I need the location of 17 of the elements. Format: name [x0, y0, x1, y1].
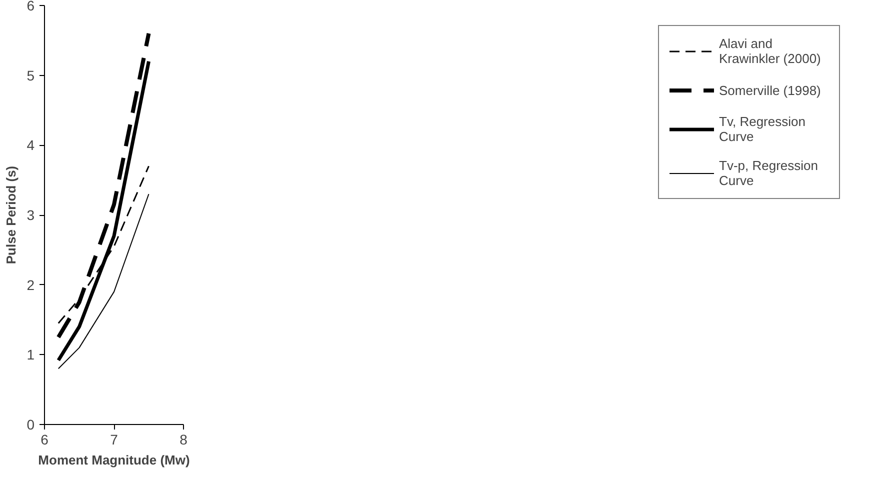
x-tick-label: 6 — [40, 432, 49, 448]
y-tick-label: 2 — [26, 276, 35, 293]
y-tick-label: 1 — [26, 346, 35, 363]
x-tick-label: 7 — [110, 432, 118, 448]
legend-label: Tv, Regression Curve — [719, 114, 806, 144]
x-tick-label: 8 — [180, 432, 188, 448]
legend-label: Somerville (1998) — [719, 82, 822, 98]
legend-label: Alavi and Krawinkler (2000) — [719, 36, 822, 66]
y-tick-label: 5 — [26, 67, 35, 84]
y-tick-label: 4 — [26, 137, 35, 154]
line-series — [58, 194, 150, 370]
y-tick-label: 6 — [26, 0, 35, 14]
y-axis-title: Pulse Period (s) — [4, 166, 19, 264]
x-axis-title: Moment Magnitude (Mw) — [38, 452, 190, 468]
legend-label: Tv-p, Regression Curve — [719, 158, 819, 188]
y-tick-label: 3 — [26, 207, 35, 223]
y-tick-label: 0 — [26, 416, 35, 432]
